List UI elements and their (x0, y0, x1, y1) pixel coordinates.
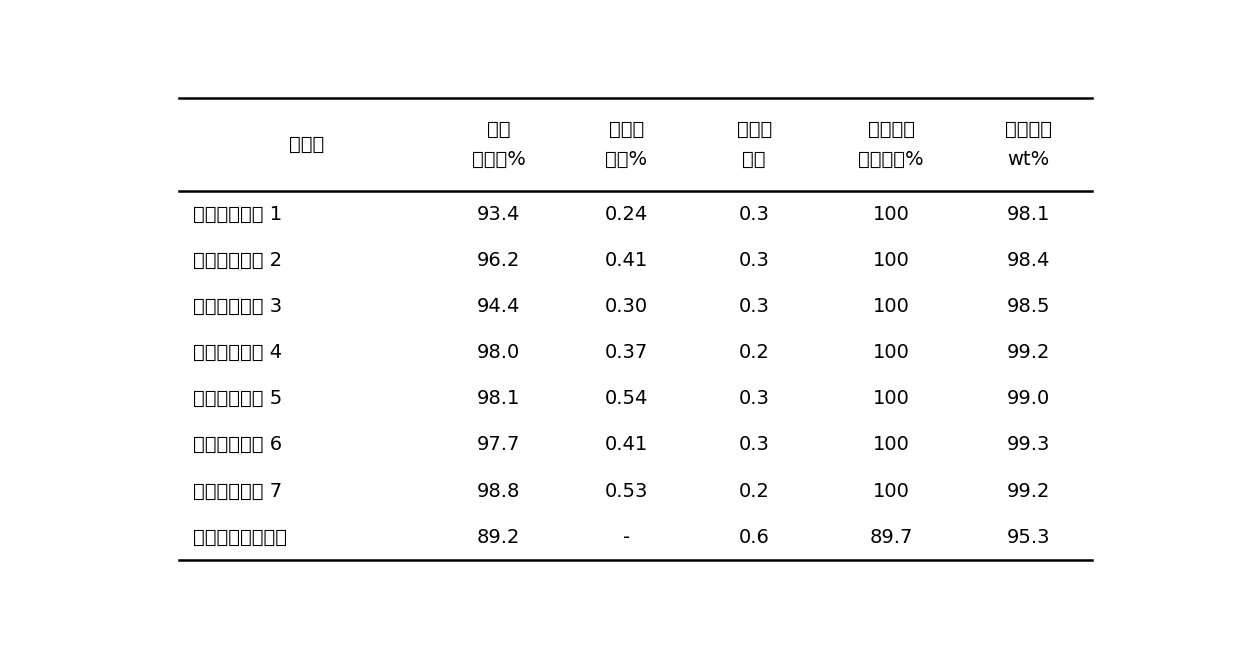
Text: 100: 100 (873, 205, 910, 224)
Text: 100: 100 (873, 251, 910, 270)
Text: 辛烷値: 辛烷値 (737, 120, 771, 139)
Text: 0.24: 0.24 (605, 205, 649, 224)
Text: 97.7: 97.7 (477, 436, 521, 454)
Text: 二烯烃含: 二烯烃含 (868, 120, 915, 139)
Text: 98.1: 98.1 (1007, 205, 1050, 224)
Text: 99.0: 99.0 (1007, 389, 1050, 408)
Text: 0.3: 0.3 (739, 251, 770, 270)
Text: 99.2: 99.2 (1007, 343, 1050, 362)
Text: 0.54: 0.54 (605, 389, 649, 408)
Text: 100: 100 (873, 389, 910, 408)
Text: 0.3: 0.3 (739, 389, 770, 408)
Text: 预加氢催化剂 2: 预加氢催化剂 2 (193, 251, 283, 270)
Text: 98.8: 98.8 (477, 482, 521, 501)
Text: 93.4: 93.4 (477, 205, 521, 224)
Text: 硫醇: 硫醇 (487, 120, 511, 139)
Text: 0.6: 0.6 (739, 527, 770, 546)
Text: 预加氢催化剂 1: 预加氢催化剂 1 (193, 205, 283, 224)
Text: 100: 100 (873, 297, 910, 316)
Text: 内烯烃: 内烯烃 (609, 120, 644, 139)
Text: 0.41: 0.41 (605, 251, 649, 270)
Text: 预加氢催化剂 6: 预加氢催化剂 6 (193, 436, 283, 454)
Text: 100: 100 (873, 343, 910, 362)
Text: 98.0: 98.0 (477, 343, 521, 362)
Text: 0.2: 0.2 (739, 482, 770, 501)
Text: 0.2: 0.2 (739, 343, 770, 362)
Text: 0.37: 0.37 (605, 343, 649, 362)
Text: 预加氢催化剂 5: 预加氢催化剂 5 (193, 389, 283, 408)
Text: wt%: wt% (1007, 151, 1049, 170)
Text: 98.4: 98.4 (1007, 251, 1050, 270)
Text: 0.41: 0.41 (605, 436, 649, 454)
Text: -: - (622, 527, 630, 546)
Text: 脱除率%: 脱除率% (471, 151, 526, 170)
Text: 0.30: 0.30 (605, 297, 649, 316)
Text: 损失: 损失 (743, 151, 766, 170)
Text: 预加氢催化剂 4: 预加氢催化剂 4 (193, 343, 283, 362)
Text: 预加氢对比催化剂: 预加氢对比催化剂 (193, 527, 288, 546)
Text: 94.4: 94.4 (477, 297, 521, 316)
Text: 0.3: 0.3 (739, 297, 770, 316)
Text: 催化剂: 催化剂 (289, 135, 325, 155)
Text: 预加氢催化剂 7: 预加氢催化剂 7 (193, 482, 283, 501)
Text: 0.53: 0.53 (605, 482, 649, 501)
Text: 汽油收率: 汽油收率 (1004, 120, 1052, 139)
Text: 98.5: 98.5 (1007, 297, 1050, 316)
Text: 增量%: 增量% (605, 151, 647, 170)
Text: 96.2: 96.2 (477, 251, 521, 270)
Text: 量脱除率%: 量脱除率% (858, 151, 924, 170)
Text: 100: 100 (873, 482, 910, 501)
Text: 89.7: 89.7 (869, 527, 913, 546)
Text: 0.3: 0.3 (739, 436, 770, 454)
Text: 99.3: 99.3 (1007, 436, 1050, 454)
Text: 99.2: 99.2 (1007, 482, 1050, 501)
Text: 98.1: 98.1 (477, 389, 521, 408)
Text: 89.2: 89.2 (477, 527, 521, 546)
Text: 95.3: 95.3 (1007, 527, 1050, 546)
Text: 100: 100 (873, 436, 910, 454)
Text: 预加氢催化剂 3: 预加氢催化剂 3 (193, 297, 283, 316)
Text: 0.3: 0.3 (739, 205, 770, 224)
